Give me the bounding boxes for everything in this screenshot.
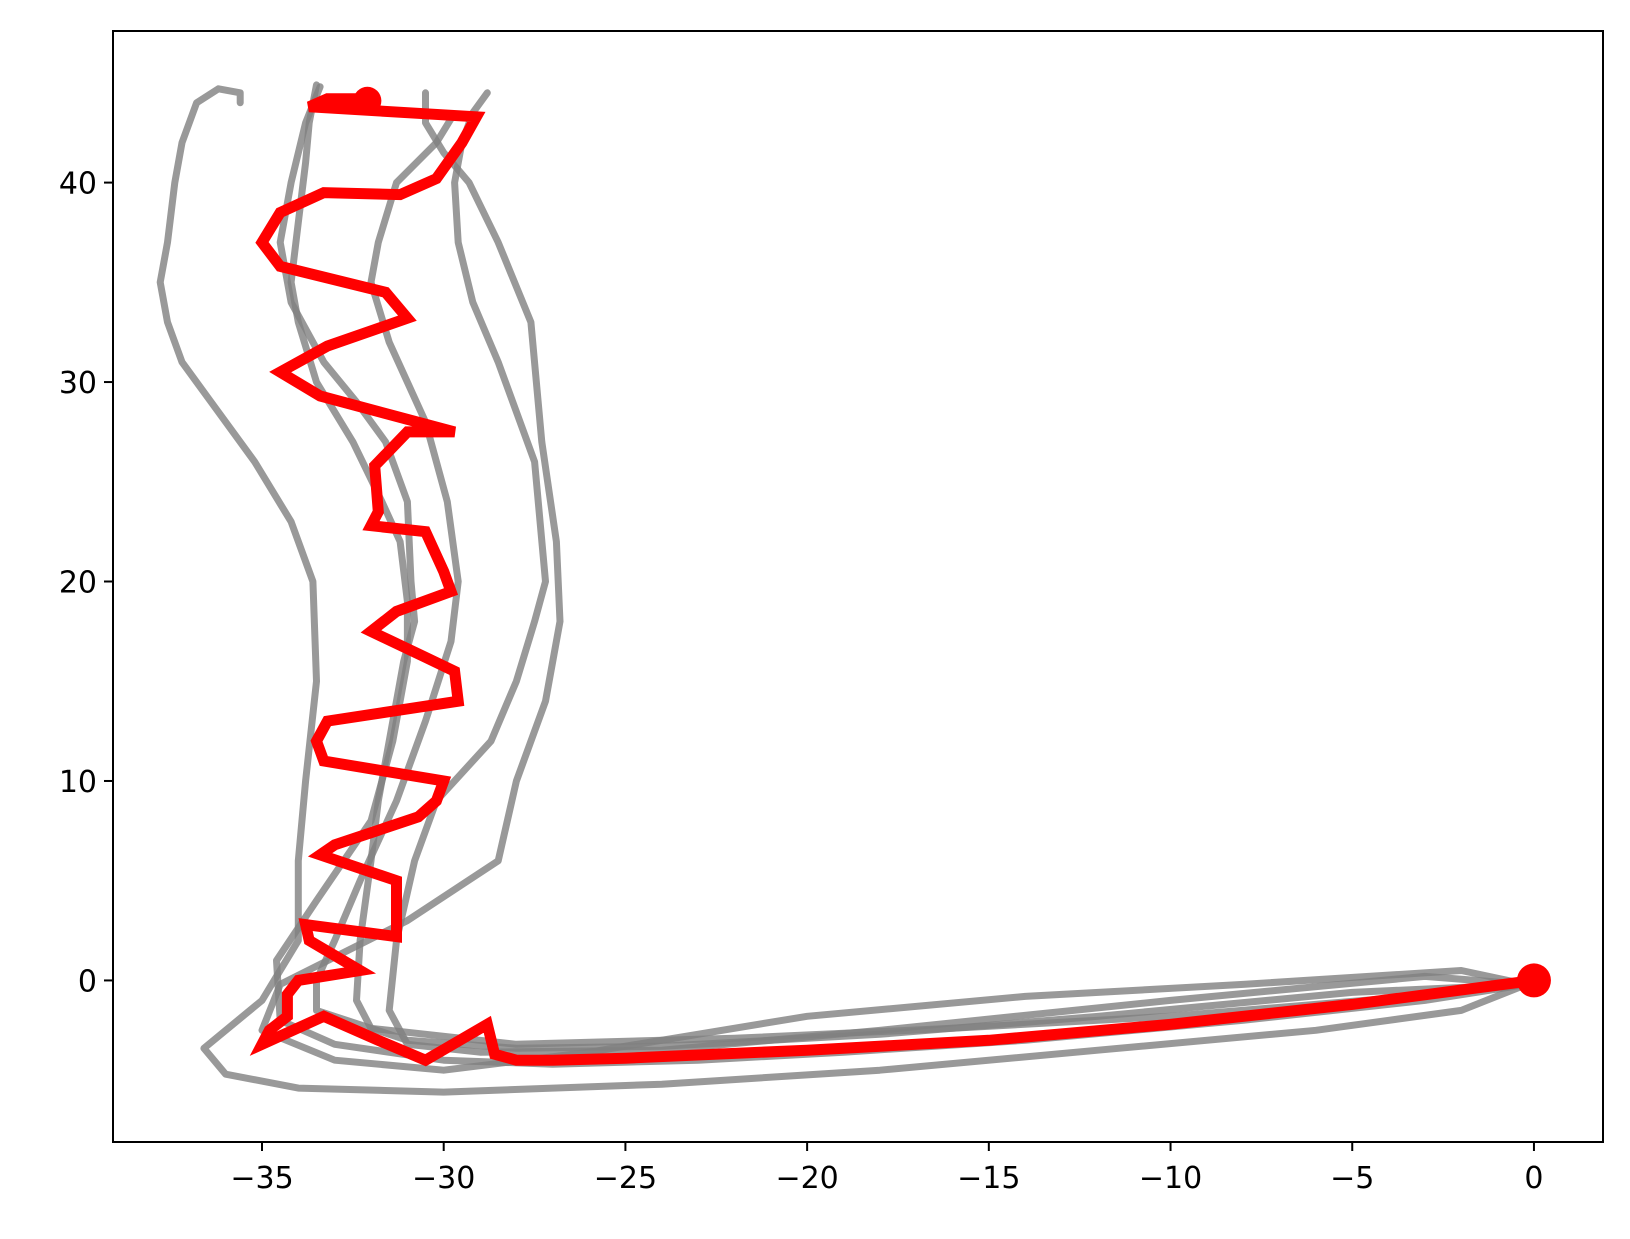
- highlight-trajectory-line: [249, 93, 1535, 1067]
- x-tick-label: 0: [1524, 1161, 1543, 1196]
- y-tick-label: 40: [59, 167, 97, 202]
- y-axis-ticks: 0 10 20 30 40: [59, 167, 113, 999]
- x-tick-label: −10: [1139, 1161, 1202, 1196]
- y-tick-label: 10: [59, 765, 97, 800]
- highlight-layer: [249, 86, 1551, 1067]
- y-tick-label: 20: [59, 566, 97, 601]
- background-trajectory-line: [276, 83, 1531, 1048]
- end-marker: [353, 86, 382, 115]
- background-trajectory-line: [258, 89, 1531, 1074]
- background-trajectory-line: [156, 85, 1531, 1096]
- x-tick-label: −5: [1330, 1161, 1374, 1196]
- x-tick-label: −15: [957, 1161, 1020, 1196]
- x-tick-label: −35: [230, 1161, 293, 1196]
- x-axis-ticks: −35 −30 −25 −20 −15 −10 −5 0: [230, 1142, 1543, 1196]
- start-marker: [1516, 963, 1551, 998]
- y-tick-label: 30: [59, 366, 97, 401]
- plot-frame: [112, 30, 1604, 1143]
- x-tick-label: −30: [412, 1161, 475, 1196]
- y-tick-label: 0: [78, 964, 97, 999]
- x-tick-label: −20: [775, 1161, 838, 1196]
- background-trajectory-line: [313, 115, 1531, 1052]
- x-tick-label: −25: [594, 1161, 657, 1196]
